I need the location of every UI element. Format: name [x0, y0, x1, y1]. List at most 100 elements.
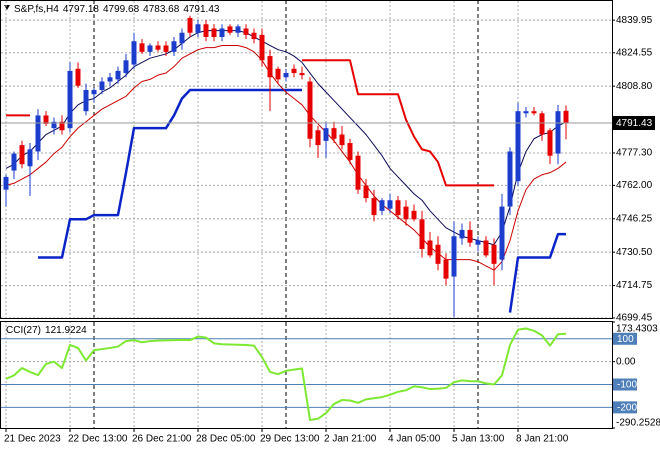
- candle-body: [163, 45, 169, 52]
- y-tick-label: 4730.50: [616, 247, 653, 258]
- candle-body: [147, 45, 153, 52]
- candle-body: [19, 145, 25, 165]
- candle-body: [195, 24, 201, 33]
- y-tick-label: 4839.95: [616, 15, 653, 26]
- candle-body: [67, 70, 73, 129]
- candle-body: [371, 198, 377, 216]
- last-price-box: [613, 115, 655, 130]
- candle-body: [243, 28, 249, 35]
- candle-body: [107, 77, 113, 82]
- candle-body: [379, 200, 385, 211]
- y-tick-label: 4777.30: [616, 148, 653, 159]
- x-tick-label: 4 Jan 05:00: [388, 434, 441, 445]
- candle-body: [539, 113, 545, 135]
- candle-body: [187, 17, 193, 33]
- level-label: 100: [617, 334, 634, 345]
- indicator-title: CCI(27) 121.9224: [6, 325, 87, 336]
- y-tick-label: 4746.25: [616, 213, 653, 224]
- y-tick-label: 4699.45: [616, 313, 653, 324]
- candle-body: [515, 111, 521, 182]
- x-tick-label: 28 Dec 05:00: [196, 434, 256, 445]
- candle-body: [115, 70, 121, 80]
- candle-body: [291, 68, 297, 74]
- candle-body: [35, 115, 41, 152]
- candle-body: [59, 121, 65, 131]
- candle-body: [459, 229, 465, 239]
- level-box: [613, 378, 637, 391]
- overlay-line: [302, 59, 494, 187]
- candle-body: [531, 111, 537, 114]
- candle-body: [363, 185, 369, 199]
- candle-body: [131, 41, 137, 65]
- candle-body: [339, 134, 345, 146]
- candle-body: [83, 89, 89, 112]
- y-tick-label: 4808.80: [616, 81, 653, 92]
- candle-body: [211, 28, 217, 37]
- main-panel-frame: [0, 0, 613, 319]
- candle-body: [251, 32, 257, 40]
- cci-line: [5, 327, 567, 421]
- candle-body: [507, 151, 513, 207]
- candle-body: [155, 45, 161, 50]
- candle-body: [139, 43, 145, 52]
- candle-body: [555, 111, 561, 154]
- candle-body: [315, 130, 321, 146]
- candle-body: [267, 56, 273, 78]
- indicator-panel-frame: [0, 321, 613, 429]
- x-tick-label: 21 Dec 2023: [4, 434, 61, 445]
- candle-body: [395, 200, 401, 216]
- candle-body: [259, 34, 265, 61]
- candle-body: [179, 32, 185, 44]
- candle-body: [307, 81, 313, 139]
- candle-body: [435, 244, 441, 264]
- y-tick-label: 0.00: [616, 356, 636, 367]
- candle-body: [275, 68, 281, 80]
- candle-body: [43, 115, 49, 124]
- level-label: -200: [617, 403, 637, 414]
- y-tick-label: 4714.75: [616, 280, 653, 291]
- candle-body: [171, 41, 177, 52]
- candle-body: [499, 206, 505, 260]
- y-tick-label: -290.2528: [616, 418, 660, 429]
- x-tick-label: 5 Jan 13:00: [452, 434, 505, 445]
- indicator-name: CCI(27): [6, 325, 41, 336]
- title-high: 4799.68: [103, 4, 140, 15]
- candle-body: [563, 110, 569, 123]
- candle-body: [427, 240, 433, 256]
- candle-body: [27, 149, 33, 167]
- candle-body: [219, 28, 225, 37]
- candle-body: [419, 219, 425, 249]
- x-tick-label: 29 Dec 13:00: [260, 434, 320, 445]
- title-open: 4797.18: [63, 4, 100, 15]
- candle-body: [491, 244, 497, 264]
- title-low: 4783.68: [143, 4, 180, 15]
- candle-body: [283, 73, 289, 78]
- last-price-label: 4791.43: [616, 118, 653, 129]
- level-box: [613, 401, 637, 414]
- candle-body: [11, 153, 17, 171]
- candle-body: [227, 26, 233, 33]
- candle-body: [323, 128, 329, 141]
- candle-body: [91, 89, 97, 95]
- overlay-line: [38, 88, 302, 259]
- x-tick-label: 2 Jan 21:00: [324, 434, 377, 445]
- candle-body: [443, 259, 449, 279]
- candle-body: [331, 128, 337, 139]
- level-box: [613, 332, 637, 345]
- candle-body: [475, 240, 481, 245]
- candle-body: [75, 68, 81, 86]
- candle-body: [235, 26, 241, 33]
- candle-body: [3, 176, 9, 190]
- x-tick-label: 26 Dec 21:00: [132, 434, 192, 445]
- level-label: -100: [617, 380, 637, 391]
- candle-body: [403, 206, 409, 220]
- candle-body: [483, 240, 489, 256]
- y-tick-label: 4762.00: [616, 180, 653, 191]
- chart-title: S&P,fs,H4 4797.18 4799.68 4783.68 4791.43: [14, 4, 220, 15]
- candle-body: [355, 155, 361, 190]
- candle-body: [467, 229, 473, 243]
- candle-body: [203, 24, 209, 37]
